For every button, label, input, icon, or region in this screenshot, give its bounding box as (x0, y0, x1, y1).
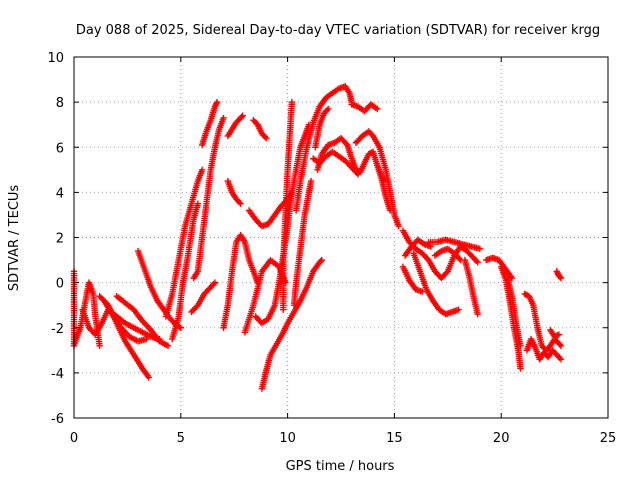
data-point (198, 166, 206, 174)
data-point (424, 255, 431, 262)
y-tick-label: 0 (56, 277, 64, 292)
data-point (353, 169, 361, 177)
data-point (143, 335, 150, 343)
data-point (354, 171, 362, 178)
y-axis-label: SDTVAR / TECUs (7, 185, 22, 292)
data-point (557, 342, 565, 349)
data-point (96, 342, 103, 349)
y-tick-label: 6 (56, 141, 64, 156)
data-point (238, 113, 245, 120)
data-point (443, 269, 450, 276)
data-point (164, 342, 172, 349)
data-point (395, 223, 402, 230)
y-tick-label: -4 (51, 367, 64, 382)
y-tick-label: 4 (56, 186, 64, 201)
data-point (307, 177, 315, 185)
tick-labels: 0 5 10 15 20 25 -6 -4 -2 0 2 4 6 8 10 (47, 51, 616, 446)
x-tick-label: 5 (177, 431, 185, 446)
y-tick-label: -2 (51, 322, 64, 337)
data-point (288, 98, 296, 106)
data-point (556, 341, 563, 348)
data-point (177, 324, 184, 331)
data-point (237, 200, 244, 207)
data-point (517, 342, 524, 349)
data-point (455, 306, 462, 313)
x-axis-label: GPS time / hours (286, 459, 395, 474)
data-point (194, 200, 202, 207)
data-point (374, 105, 381, 113)
y-tick-label: -6 (51, 412, 64, 427)
x-tick-label: 10 (279, 431, 296, 446)
data-point (324, 105, 332, 113)
data-point (554, 332, 561, 339)
data-point (557, 274, 565, 282)
data-point (474, 311, 481, 318)
data-point (476, 245, 484, 252)
data-point (211, 279, 219, 286)
data-point (145, 374, 152, 381)
data-point (239, 112, 246, 119)
y-tick-label: 10 (47, 51, 64, 66)
chart-title: Day 088 of 2025, Sidereal Day-to-day VTE… (76, 23, 600, 38)
data-point (220, 114, 227, 122)
data-marks (70, 83, 565, 392)
data-point (557, 356, 565, 363)
data-point (556, 273, 564, 281)
x-tick-label: 20 (493, 431, 510, 446)
y-tick-label: 8 (56, 96, 64, 111)
data-point (193, 303, 200, 310)
data-point (418, 288, 426, 295)
data-point (213, 98, 221, 106)
data-point (317, 257, 324, 265)
x-tick-label: 15 (386, 431, 403, 446)
data-point (555, 331, 563, 338)
data-point (474, 259, 481, 266)
y-tick-label: 2 (56, 232, 64, 247)
x-tick-label: 25 (600, 431, 617, 446)
data-point (517, 365, 524, 372)
x-tick-label: 0 (70, 431, 78, 446)
data-point (318, 256, 325, 264)
data-point (342, 140, 350, 147)
data-point (263, 135, 270, 142)
data-point (456, 255, 463, 262)
data-point (386, 207, 394, 214)
